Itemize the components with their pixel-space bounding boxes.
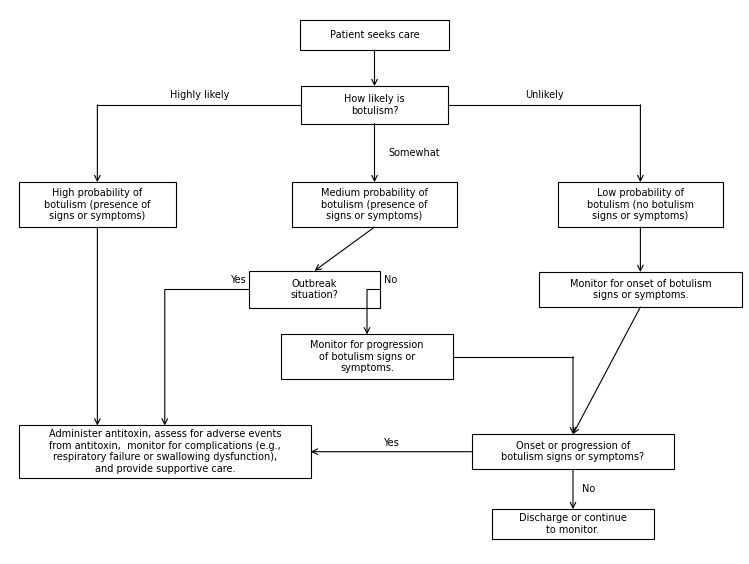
Text: How likely is
botulism?: How likely is botulism? (345, 94, 404, 116)
Text: Somewhat: Somewhat (388, 148, 440, 158)
FancyBboxPatch shape (539, 272, 742, 307)
FancyBboxPatch shape (300, 20, 449, 50)
Text: Onset or progression of
botulism signs or symptoms?: Onset or progression of botulism signs o… (501, 441, 645, 462)
Text: Highly likely: Highly likely (170, 90, 229, 100)
Text: Yes: Yes (383, 438, 399, 448)
Text: Administer antitoxin, assess for adverse events
from antitoxin,  monitor for com: Administer antitoxin, assess for adverse… (49, 429, 281, 474)
Text: Monitor for onset of botulism
signs or symptoms.: Monitor for onset of botulism signs or s… (569, 279, 712, 300)
FancyBboxPatch shape (301, 86, 447, 124)
Text: Outbreak
situation?: Outbreak situation? (291, 279, 339, 300)
Text: Monitor for progression
of botulism signs or
symptoms.: Monitor for progression of botulism sign… (310, 340, 424, 373)
Text: No: No (582, 484, 595, 494)
Text: High probability of
botulism (presence of
signs or symptoms): High probability of botulism (presence o… (44, 188, 151, 221)
Text: Low probability of
botulism (no botulism
signs or symptoms): Low probability of botulism (no botulism… (587, 188, 694, 221)
Text: Medium probability of
botulism (presence of
signs or symptoms): Medium probability of botulism (presence… (321, 188, 428, 221)
Text: Yes: Yes (229, 275, 246, 285)
FancyBboxPatch shape (281, 334, 453, 380)
FancyBboxPatch shape (292, 182, 457, 227)
Text: Unlikely: Unlikely (524, 90, 563, 100)
FancyBboxPatch shape (472, 434, 674, 469)
FancyBboxPatch shape (558, 182, 723, 227)
Text: Patient seeks care: Patient seeks care (330, 30, 419, 40)
FancyBboxPatch shape (249, 271, 380, 308)
Text: No: No (383, 275, 397, 285)
FancyBboxPatch shape (19, 182, 176, 227)
FancyBboxPatch shape (19, 425, 311, 478)
Text: Discharge or continue
to monitor.: Discharge or continue to monitor. (519, 513, 627, 535)
FancyBboxPatch shape (493, 509, 653, 539)
